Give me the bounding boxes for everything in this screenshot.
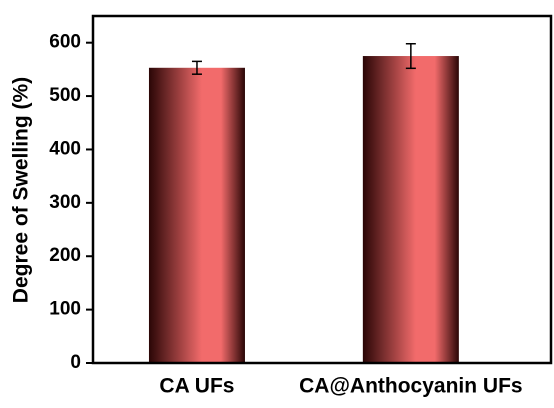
x-tick-label: CA UFs bbox=[159, 375, 234, 398]
bar bbox=[362, 56, 459, 364]
y-tick-label: 0 bbox=[70, 352, 81, 373]
error-bar bbox=[405, 43, 416, 70]
y-tick-label: 400 bbox=[49, 138, 81, 159]
y-tick-label: 300 bbox=[49, 192, 81, 213]
x-tick-label: CA@Anthocyanin UFs bbox=[299, 375, 522, 398]
error-bar bbox=[191, 60, 202, 75]
y-tick-label: 100 bbox=[49, 299, 81, 320]
bar bbox=[148, 67, 245, 363]
y-tick-label: 500 bbox=[49, 85, 81, 106]
y-tick-label: 600 bbox=[49, 32, 81, 53]
y-axis-label: Degree of Swelling (%) bbox=[10, 77, 33, 303]
plot-frame bbox=[91, 14, 553, 365]
y-tick-label: 200 bbox=[49, 245, 81, 266]
